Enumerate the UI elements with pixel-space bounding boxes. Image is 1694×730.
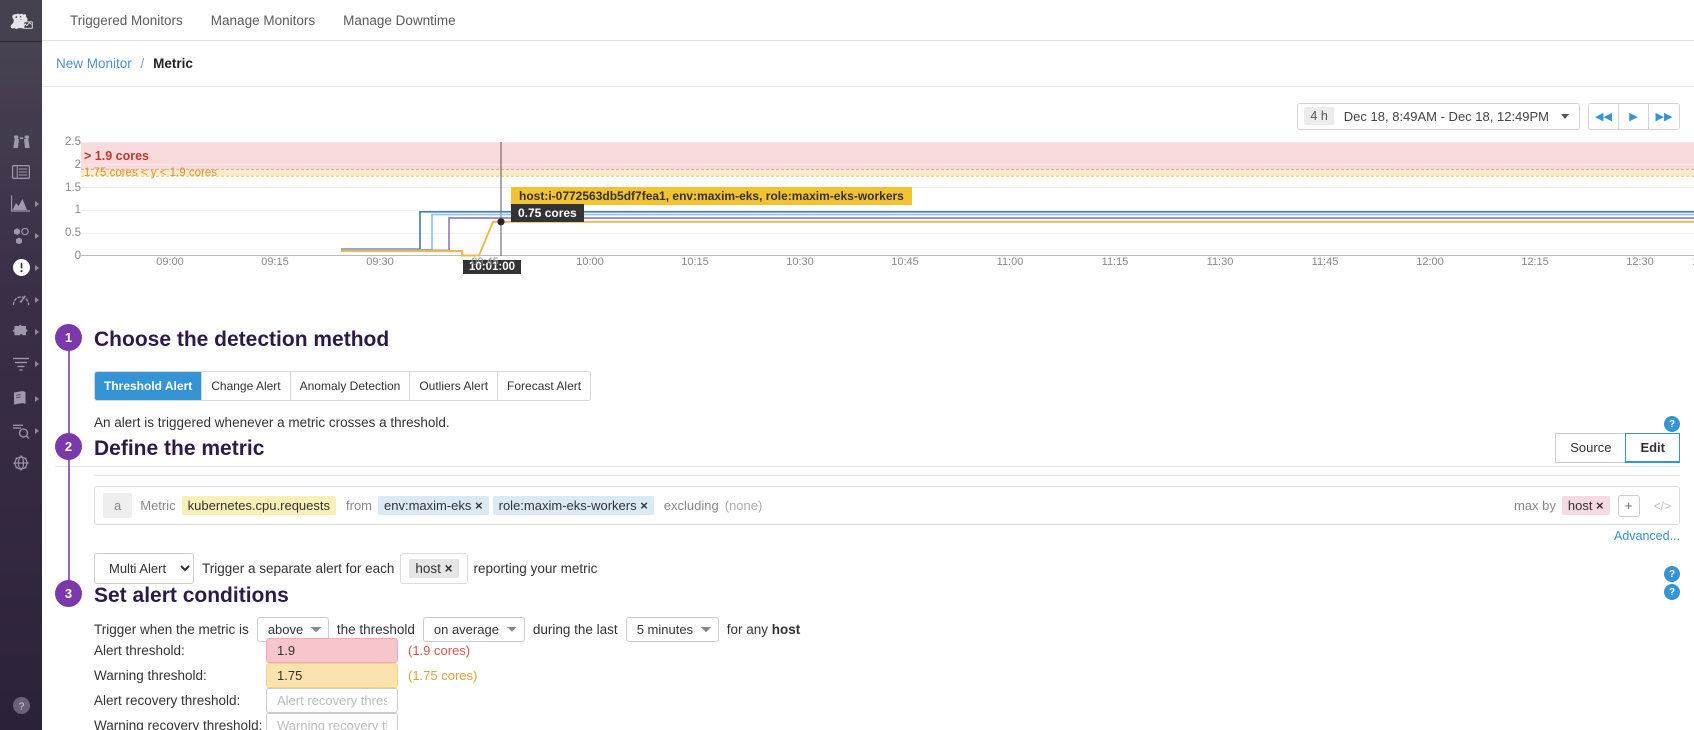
svg-text:?: ?	[18, 701, 24, 712]
